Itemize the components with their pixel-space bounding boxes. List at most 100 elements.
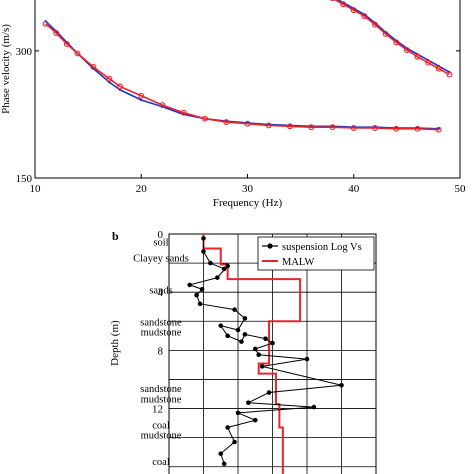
depth-tick-label: 8 [158, 345, 164, 357]
data-point-s2_red [425, 59, 432, 66]
data-point-s2_red [372, 21, 378, 28]
suspension-log-line [187, 238, 342, 464]
layer-label: mudstone [141, 327, 182, 338]
data-point-s1_red [42, 20, 49, 27]
data-point-s2_red [414, 53, 421, 60]
data-point-s1_red [308, 124, 315, 131]
suspension-log-point [199, 286, 205, 292]
suspension-log-point [232, 307, 237, 312]
data-point-s1_red [223, 119, 230, 126]
suspension-log-point [225, 425, 230, 430]
depth-tick-label: 12 [152, 404, 163, 416]
legend-suspension-label: suspension Log Vs [282, 242, 362, 253]
suspension-log-point [235, 327, 241, 333]
layer-label: sands [149, 285, 172, 296]
data-point-s1_red [393, 125, 400, 132]
suspension-log-point [270, 340, 275, 346]
data-point-s1_red [63, 41, 70, 48]
layer-label: mudstone [141, 394, 182, 405]
data-point-s2_red [330, 0, 335, 2]
data-point-s2_red [361, 13, 368, 20]
data-point-s1_red [106, 75, 113, 82]
panel-a-ticks: 10 20 30 40 50 150 300 [16, 46, 467, 195]
suspension-log-point [304, 356, 310, 362]
panel-b-label: b [112, 229, 119, 243]
panel-b-plot-frame [168, 233, 377, 474]
suspension-log-point [201, 236, 206, 241]
suspension-log-point [215, 275, 220, 280]
legend-suspension-marker [267, 243, 273, 249]
suspension-log-point [263, 336, 268, 342]
suspension-log-point [208, 260, 213, 266]
suspension-log-point [239, 339, 244, 344]
data-point-s2_red [350, 7, 357, 14]
data-point-s1_red [117, 83, 123, 90]
layer-label: mudstone [141, 431, 182, 442]
depth-tick-label: 0 [158, 229, 164, 241]
data-point-s1_blue [140, 98, 143, 102]
data-point-s2_red [446, 71, 453, 78]
data-point-s1_red [372, 125, 378, 131]
x-tick-label: 40 [348, 183, 360, 195]
layer-label: sandstone [140, 384, 182, 395]
suspension-log-point [187, 282, 192, 288]
panel-b-series [187, 234, 344, 474]
data-point-s1_red [287, 123, 293, 130]
depth-tick-label: 4 [158, 287, 164, 299]
y-tick-label: 150 [16, 173, 33, 185]
y-tick-label: 300 [16, 46, 33, 58]
data-point-s1_red [265, 122, 272, 129]
panel-b-ticks: 0 4 8 12 [152, 229, 164, 416]
legend-malw-label: MALW [282, 257, 315, 268]
data-point-s2_red [435, 65, 442, 72]
suspension-log-point [225, 263, 230, 269]
suspension-log-point [218, 451, 224, 456]
layer-label: coal [152, 457, 170, 468]
panel-a-plot-frame [34, 0, 461, 179]
data-point-s2_red [340, 1, 347, 8]
suspension-log-point [252, 346, 258, 352]
legend-box [257, 236, 375, 271]
data-point-s1_red [159, 102, 166, 109]
suspension-log-point [259, 364, 265, 369]
data-point-s1_red [180, 109, 187, 116]
panel-a-series [42, 0, 453, 133]
series-line-s1_red [45, 23, 439, 131]
data-point-s1_red [53, 30, 60, 37]
series-line-s2_blue [336, 0, 450, 73]
data-point-s1_red [74, 50, 81, 57]
data-point-s1_red [244, 120, 251, 127]
panel-a-x-axis-label: Frequency (Hz) [213, 197, 283, 209]
data-point-s1_red [435, 126, 442, 133]
suspension-log-point [242, 316, 248, 321]
x-tick-label: 30 [242, 183, 254, 195]
layer-label: sandstone [140, 317, 182, 328]
data-point-s1_red [350, 125, 357, 131]
layer-label: soil [153, 237, 168, 248]
suspension-log-point [242, 332, 248, 337]
panel-b-legend: suspension Log Vs MALW [257, 236, 375, 271]
suspension-log-point [266, 390, 272, 395]
data-point-s1_red [138, 92, 145, 99]
suspension-log-point [232, 439, 237, 445]
suspension-log-point [221, 461, 227, 467]
suspension-log-point [225, 333, 230, 339]
suspension-log-point [235, 410, 241, 416]
data-point-s1_red [329, 124, 336, 131]
data-point-s2_red [403, 47, 410, 53]
data-point-s1_red [414, 125, 421, 132]
x-tick-label: 20 [136, 183, 148, 195]
suspension-log-point [221, 266, 227, 272]
layer-label: coal [152, 421, 170, 432]
suspension-log-point [252, 417, 258, 423]
suspension-log-point [201, 249, 206, 254]
panel-a-y-axis-label: Phase velocity (m/s) [0, 24, 12, 114]
suspension-log-point [256, 352, 262, 358]
suspension-log-point [218, 323, 224, 328]
panel-b-y-axis-label: Depth (m) [109, 320, 121, 366]
data-point-s2_red [382, 30, 389, 37]
suspension-log-point [197, 301, 203, 307]
